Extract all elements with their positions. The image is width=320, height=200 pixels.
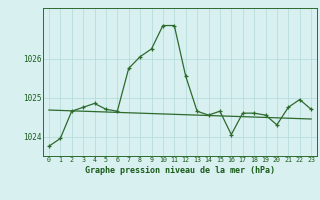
X-axis label: Graphe pression niveau de la mer (hPa): Graphe pression niveau de la mer (hPa): [85, 166, 275, 175]
